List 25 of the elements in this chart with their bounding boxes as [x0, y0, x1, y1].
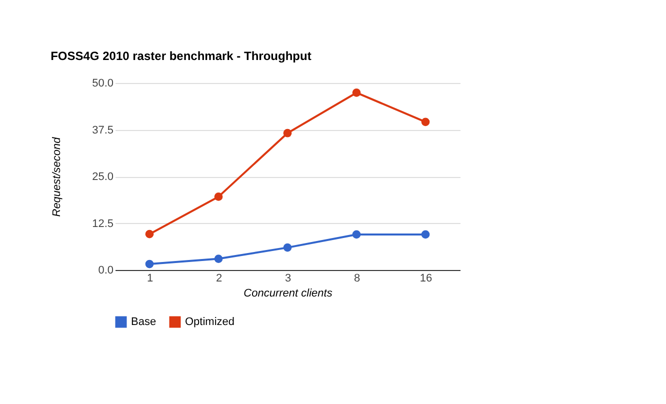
- x-axis-title: Concurrent clients: [244, 288, 333, 300]
- x-tick-label: 2: [216, 272, 222, 284]
- chart-title: FOSS4G 2010 raster benchmark - Throughput: [50, 49, 312, 63]
- x-tick-label: 16: [420, 272, 432, 284]
- point: [352, 88, 361, 97]
- point: [421, 118, 430, 126]
- y-axis-title: Request/second: [51, 136, 64, 217]
- x-tick-label: 1: [146, 272, 154, 284]
- x-tick-label: 8: [354, 272, 360, 284]
- point: [214, 192, 223, 201]
- point: [352, 230, 361, 239]
- legend-label: Optimized: [185, 316, 235, 328]
- y-tick-label: 50.0: [92, 78, 114, 90]
- y-tick-label: 37.5: [92, 124, 114, 136]
- legend-label: Base: [131, 316, 156, 328]
- y-tick-label: 25.0: [92, 171, 114, 183]
- point: [214, 254, 223, 263]
- y-tick-label: 0.0: [98, 264, 114, 276]
- point: [283, 243, 292, 252]
- x-tick-label: 3: [284, 272, 292, 284]
- point: [145, 260, 154, 268]
- point: [283, 128, 292, 138]
- y-tick-label: 12.5: [92, 218, 114, 230]
- point: [421, 230, 430, 239]
- point: [145, 230, 154, 238]
